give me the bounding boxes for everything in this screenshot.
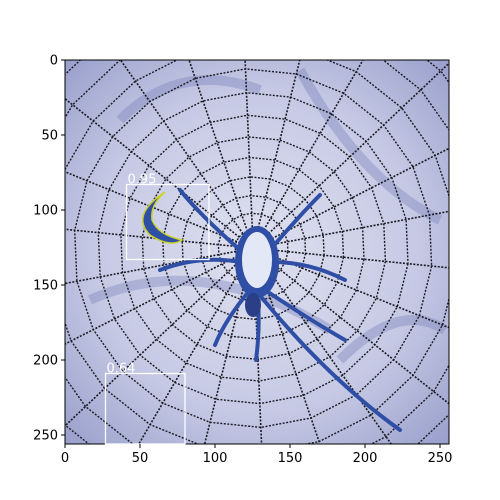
x-tick-label: 250 xyxy=(428,451,453,466)
x-tick-label: 100 xyxy=(203,451,228,466)
detection-box-1 xyxy=(125,183,210,261)
y-tick-label: 200 xyxy=(33,354,58,369)
crescent-object xyxy=(141,191,184,244)
detection-box-2 xyxy=(104,372,186,445)
x-tick-label: 0 xyxy=(61,451,69,466)
y-tick-label: 250 xyxy=(33,429,58,444)
x-axis: 0 50 100 150 200 250 xyxy=(61,444,453,466)
y-axis: 0 50 100 150 200 250 xyxy=(33,54,65,444)
y-tick-label: 50 xyxy=(41,129,58,144)
plot-frame xyxy=(64,59,450,445)
y-tick-label: 0 xyxy=(50,54,58,69)
y-tick-label: 150 xyxy=(33,279,58,294)
x-tick-label: 150 xyxy=(278,451,303,466)
y-tick-label: 100 xyxy=(33,204,58,219)
detection-score-1: 0.95 xyxy=(128,173,157,188)
x-tick-label: 200 xyxy=(353,451,378,466)
detection-boxes: 0.95 0.64 xyxy=(104,173,210,445)
detection-score-2: 0.64 xyxy=(107,362,136,377)
x-tick-label: 50 xyxy=(132,451,149,466)
spider xyxy=(158,188,402,432)
